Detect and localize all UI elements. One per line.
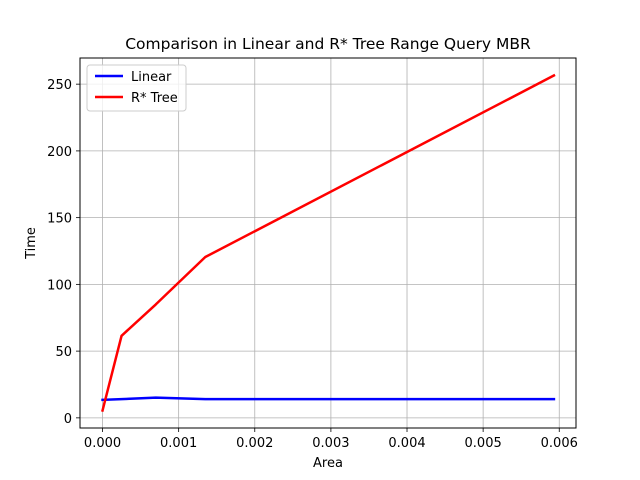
y-tick-label: 200 [47,145,72,160]
y-tick-label: 100 [47,278,72,293]
axis-ticks: 0.000 0.001 0.002 0.003 0.004 0.005 0.006 0 50 10… [47,78,578,451]
x-tick-label: 0.004 [388,436,425,451]
x-tick-label: 0.000 [84,436,121,451]
y-tick-label: 250 [47,78,72,93]
plot-frame [79,57,577,429]
y-tick-label: 150 [47,212,72,227]
y-tick-label: 50 [55,345,72,360]
series-lines [101,73,556,413]
x-tick-label: 0.002 [236,436,273,451]
x-tick-label: 0.006 [541,436,578,451]
legend-label-linear: Linear [131,70,172,85]
x-tick-label: 0.005 [465,436,502,451]
x-axis-label: Area [313,456,343,471]
grid-lines [80,58,576,428]
y-tick-label: 0 [64,412,72,427]
y-axis-label: Time [24,227,39,260]
x-tick-label: 0.003 [312,436,349,451]
legend-label-rstar-tree: R* Tree [131,91,178,106]
chart-title: Comparison in Linear and R* Tree Range Q… [125,35,531,53]
x-tick-label: 0.001 [160,436,197,451]
legend: Linear R* Tree [86,64,187,112]
series-line-linear [101,396,556,402]
series-line-rstar-tree [101,73,556,413]
